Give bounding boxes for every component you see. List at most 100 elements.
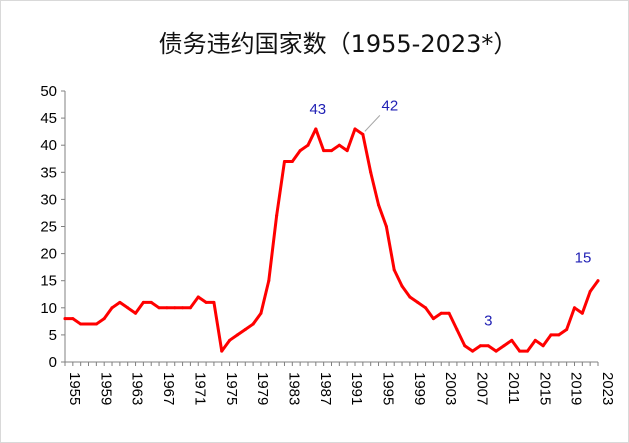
series-line xyxy=(63,127,600,353)
data-point xyxy=(196,295,200,299)
data-point xyxy=(298,149,302,153)
data-point xyxy=(126,306,130,310)
data-point xyxy=(572,306,576,310)
data-point xyxy=(596,279,600,283)
data-point xyxy=(267,279,271,283)
data-point xyxy=(486,344,490,348)
data-label: 15 xyxy=(575,250,592,267)
data-point xyxy=(478,344,482,348)
y-tick-label: 15 xyxy=(40,273,57,290)
data-point xyxy=(337,143,341,147)
data-label: 43 xyxy=(309,101,326,118)
data-point xyxy=(580,311,584,315)
data-point xyxy=(235,333,239,337)
data-point xyxy=(165,306,169,310)
x-tick-label: 1987 xyxy=(317,372,334,405)
x-tick-label: 2019 xyxy=(568,372,585,405)
x-tick-label: 2015 xyxy=(536,372,553,405)
x-tick-label: 1967 xyxy=(160,372,177,405)
data-point xyxy=(259,311,263,315)
data-point xyxy=(525,349,529,353)
data-point xyxy=(118,300,122,304)
data-point xyxy=(408,295,412,299)
x-tick-label: 1963 xyxy=(129,372,146,405)
data-point xyxy=(282,159,286,163)
data-point xyxy=(416,300,420,304)
data-point xyxy=(275,214,279,218)
y-tick-label: 45 xyxy=(40,110,57,127)
data-point xyxy=(157,306,161,310)
y-tick-label: 50 xyxy=(40,83,57,100)
data-point xyxy=(141,300,145,304)
data-point xyxy=(565,327,569,331)
data-point xyxy=(251,322,255,326)
y-tick-label: 40 xyxy=(40,137,57,154)
x-tick-label: 1975 xyxy=(223,372,240,405)
data-point xyxy=(353,127,357,131)
leader-line xyxy=(364,115,381,132)
data-point xyxy=(463,344,467,348)
data-point xyxy=(588,290,592,294)
data-point xyxy=(181,306,185,310)
data-point xyxy=(220,349,224,353)
data-point xyxy=(173,306,177,310)
data-point xyxy=(63,317,67,321)
data-point xyxy=(533,338,537,342)
chart-title: 债务违约国家数（1955-2023*） xyxy=(159,30,518,58)
data-point xyxy=(361,132,365,136)
y-tick-label: 25 xyxy=(40,219,57,236)
data-point xyxy=(431,317,435,321)
y-axis: 0 5 10 15 20 25 30 35 40 45 50 xyxy=(40,83,66,371)
data-label: 3 xyxy=(484,313,492,330)
data-point xyxy=(110,306,114,310)
x-tick-label: 1971 xyxy=(191,372,208,405)
plot-area xyxy=(63,127,600,353)
x-tick-label: 2023 xyxy=(599,372,616,405)
data-point xyxy=(102,317,106,321)
data-point xyxy=(149,300,153,304)
x-tick-label: 1999 xyxy=(411,372,428,405)
data-point xyxy=(557,333,561,337)
data-point xyxy=(549,333,553,337)
y-tick-label: 35 xyxy=(40,164,57,181)
y-tick-label: 0 xyxy=(49,354,57,371)
y-tick-label: 20 xyxy=(40,246,57,263)
data-point xyxy=(400,284,404,288)
data-point xyxy=(243,327,247,331)
data-point xyxy=(447,311,451,315)
data-point xyxy=(306,143,310,147)
data-point xyxy=(228,338,232,342)
x-tick-label: 1959 xyxy=(97,372,114,405)
data-point xyxy=(494,349,498,353)
data-point xyxy=(377,203,381,207)
data-point xyxy=(384,225,388,228)
x-tick-label: 1983 xyxy=(285,372,302,405)
y-tick-label: 5 xyxy=(49,327,57,344)
x-axis: 1955 1959 1963 1967 1971 1975 1979 1983 1987 1991… xyxy=(64,361,616,405)
x-tick-label: 2007 xyxy=(474,372,491,405)
x-tick-label: 1991 xyxy=(348,372,365,405)
data-labels: 43 42 3 15 xyxy=(309,97,591,329)
data-point xyxy=(518,349,522,353)
x-tick-label: 2003 xyxy=(442,372,459,405)
data-label: 42 xyxy=(382,97,399,114)
data-point xyxy=(455,327,459,331)
data-point xyxy=(188,306,192,310)
data-point xyxy=(79,322,83,326)
data-point xyxy=(369,170,373,174)
data-point xyxy=(290,159,294,163)
data-point xyxy=(71,317,75,321)
data-point xyxy=(322,149,326,153)
x-tick-label: 1979 xyxy=(254,372,271,405)
data-point xyxy=(330,149,333,153)
data-point xyxy=(134,311,138,315)
x-tick-label: 2011 xyxy=(505,372,522,404)
data-point xyxy=(471,349,475,353)
data-point xyxy=(510,338,514,342)
data-point xyxy=(392,268,396,272)
data-point xyxy=(87,322,91,326)
data-point xyxy=(314,127,318,131)
data-point xyxy=(439,311,443,315)
data-point xyxy=(94,322,98,326)
